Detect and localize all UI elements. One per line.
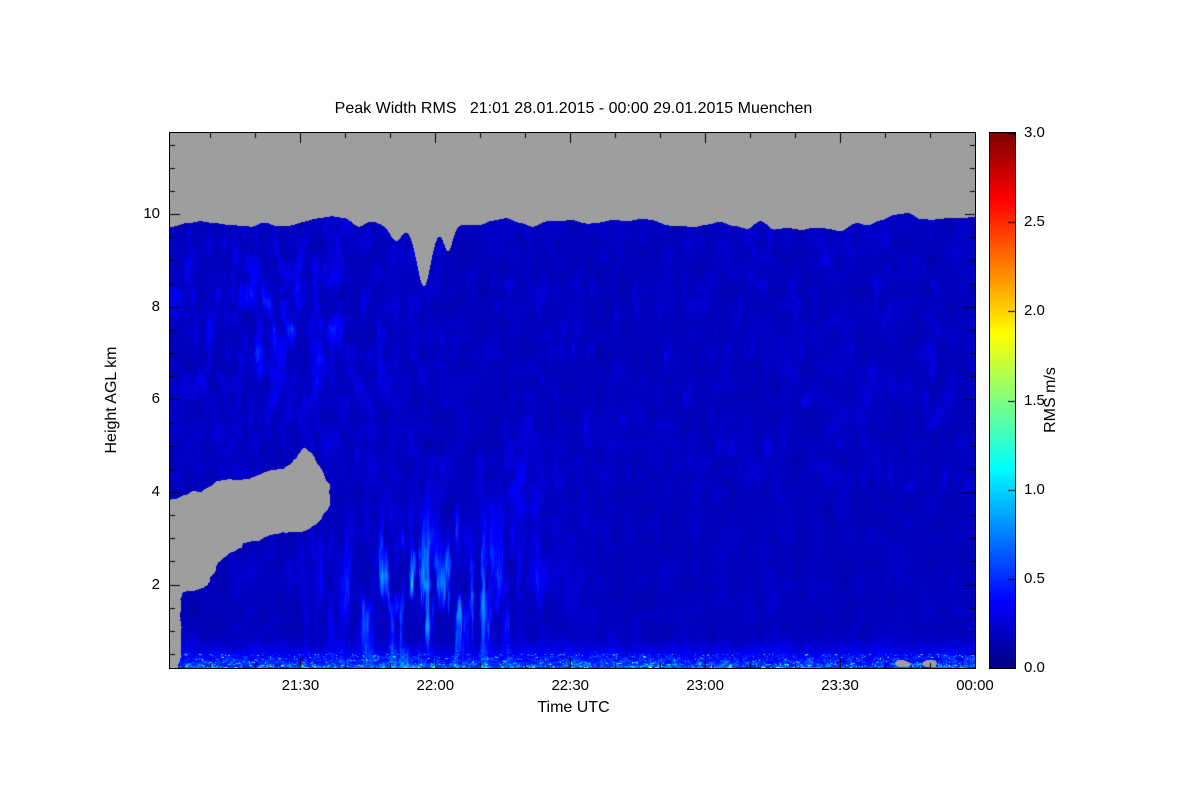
y-tick-label: 10 [143, 205, 160, 223]
heatmap-plot [169, 132, 976, 669]
x-tick-label: 23:00 [686, 677, 724, 694]
colorbar-tick-label: 1.0 [1024, 480, 1045, 498]
y-tick-label: 2 [151, 575, 160, 593]
colorbar-tick-label: 1.5 [1024, 391, 1045, 409]
colorbar-tick-label: 0.5 [1024, 569, 1045, 587]
colorbar-tick-label: 2.5 [1024, 213, 1045, 231]
x-tick-label: 23:30 [821, 677, 859, 694]
colorbar-tick-label: 0.0 [1024, 659, 1045, 676]
colorbar-tick-label: 2.0 [1024, 302, 1045, 320]
chart-title: Peak Width RMS 21:01 28.01.2015 - 00:00 … [334, 100, 813, 117]
x-axis-label: Time UTC [537, 699, 610, 716]
y-tick-label: 6 [151, 390, 160, 408]
x-tick-label: 22:00 [416, 677, 455, 694]
x-tick-label: 22:30 [551, 677, 590, 694]
heatmap-canvas [170, 133, 975, 668]
x-tick-label: 21:30 [281, 677, 320, 694]
x-tick-label: 00:00 [956, 677, 994, 694]
y-tick-label: 8 [151, 297, 160, 315]
colorbar-canvas [990, 133, 1015, 668]
colorbar-tick-label: 3.0 [1024, 124, 1045, 141]
y-tick-label: 4 [151, 482, 160, 500]
colorbar [989, 132, 1016, 669]
